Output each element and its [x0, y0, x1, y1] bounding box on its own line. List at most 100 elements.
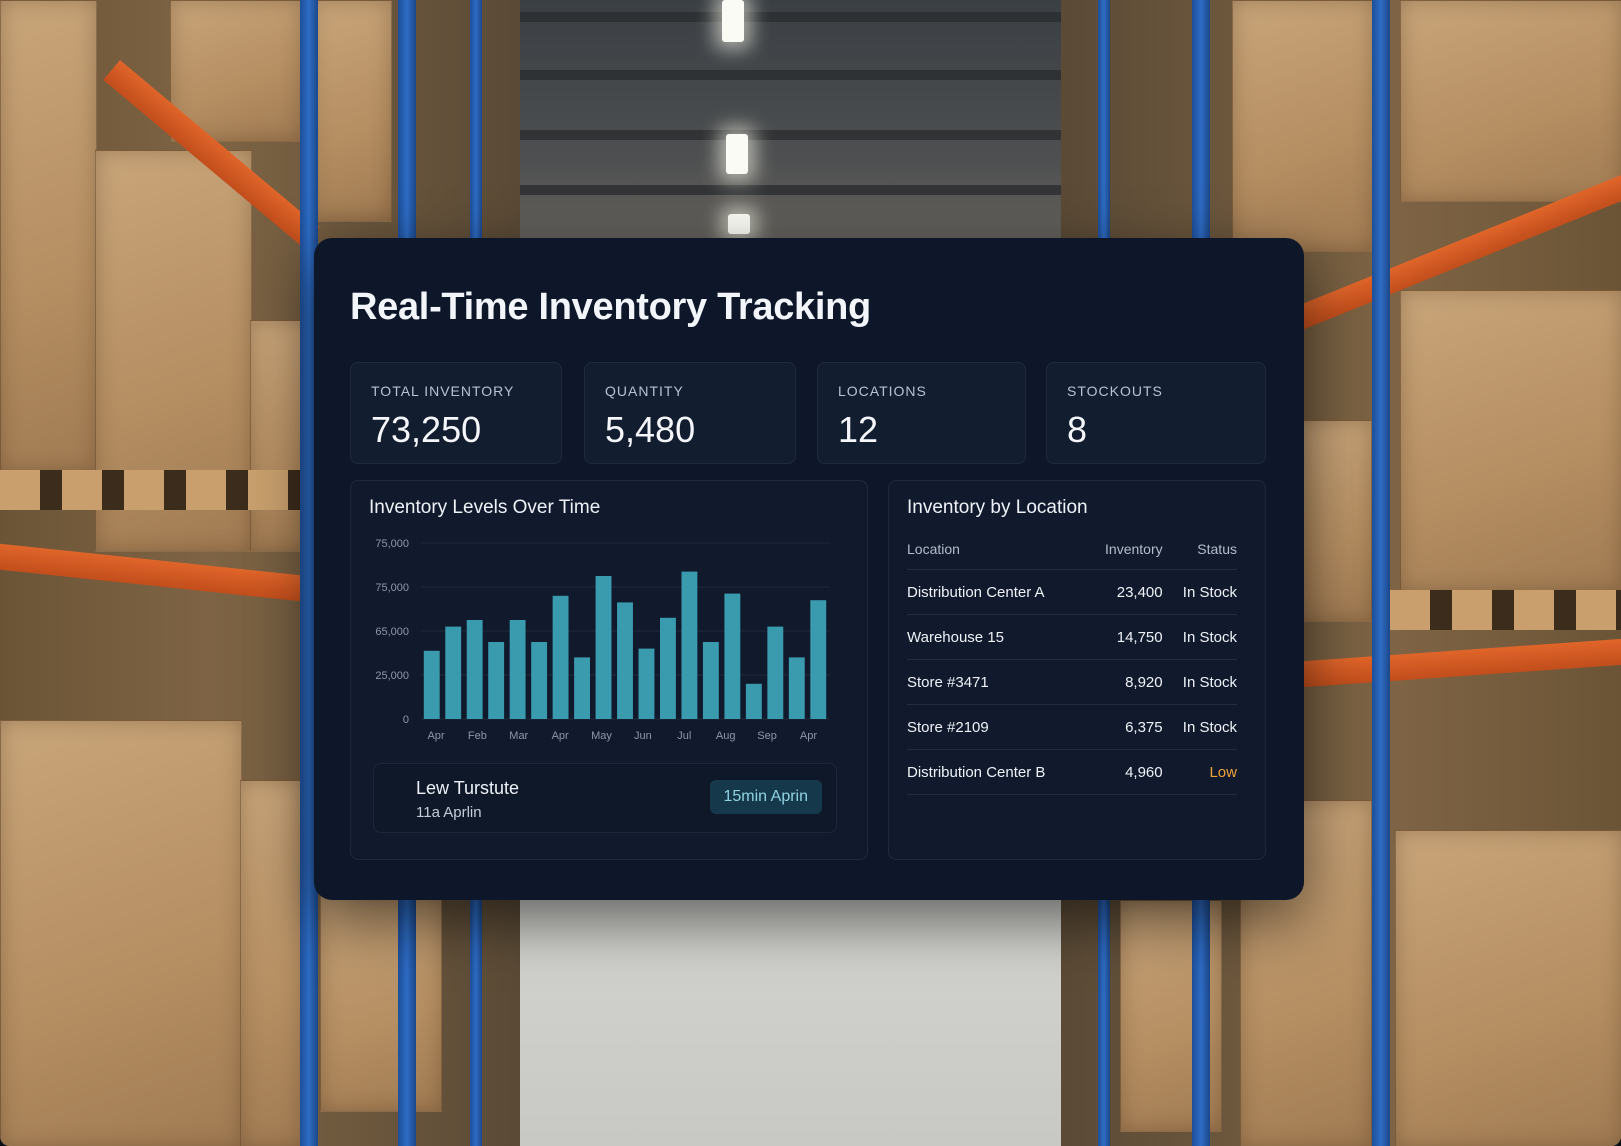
warehouse-aisle [470, 880, 1160, 1146]
cardboard-box [320, 890, 442, 1112]
chart-bar[interactable] [702, 642, 719, 719]
chart-bar[interactable] [552, 595, 569, 719]
y-tick-label: 25,000 [375, 670, 409, 682]
x-tick-label: Mar [509, 730, 528, 742]
stat-card-stockouts[interactable]: STOCKOUTS 8 [1046, 362, 1266, 464]
status-cell: In Stock [1166, 569, 1237, 615]
time-badge[interactable]: 15min Aprin [709, 780, 822, 814]
cardboard-box [1232, 0, 1374, 252]
chart-bar[interactable] [681, 571, 698, 719]
cardboard-box [0, 720, 242, 1146]
blue-upright [1372, 0, 1390, 1146]
y-tick-label: 0 [403, 714, 409, 726]
location-table: Location Inventory Status Distribution C… [907, 533, 1237, 795]
chart-bar[interactable] [445, 626, 462, 719]
pallet [1390, 590, 1621, 630]
y-tick-label: 75,000 [375, 538, 409, 550]
table-title: Inventory by Location [907, 497, 1088, 518]
chart-bar[interactable] [423, 650, 440, 719]
chart-bar[interactable] [788, 657, 805, 719]
stat-card-quantity[interactable]: QUANTITY 5,480 [584, 362, 796, 464]
x-tick-label: Aug [716, 730, 736, 742]
activity-card[interactable]: Lew Turstute 11a Aprlin 15min Aprin [373, 763, 837, 833]
x-tick-label: Apr [800, 730, 817, 742]
dashboard-title: Real-Time Inventory Tracking [350, 286, 871, 328]
chart-bar[interactable] [488, 642, 505, 719]
status-cell: In Stock [1166, 659, 1237, 705]
stat-label: LOCATIONS [838, 383, 927, 399]
location-cell: Distribution Center B [907, 749, 1087, 795]
inventory-dashboard-card: Real-Time Inventory Tracking TOTAL INVEN… [314, 238, 1304, 900]
location-cell: Distribution Center A [907, 569, 1087, 615]
chart-bar[interactable] [724, 593, 741, 719]
chart-bar[interactable] [531, 642, 548, 719]
location-cell: Store #2109 [907, 704, 1087, 750]
chart-bar[interactable] [509, 620, 526, 719]
status-cell: In Stock [1166, 614, 1237, 660]
cardboard-box [1395, 830, 1621, 1146]
person-name: Lew Turstute [416, 778, 520, 798]
stat-value: 12 [838, 409, 879, 450]
location-cell: Warehouse 15 [907, 614, 1087, 660]
cardboard-box [1300, 420, 1372, 622]
pallet [0, 470, 300, 510]
stat-value: 73,250 [371, 409, 482, 450]
x-tick-label: May [591, 730, 612, 742]
stat-card-total-inventory[interactable]: TOTAL INVENTORY 73,250 [350, 362, 562, 464]
cardboard-box [240, 780, 302, 1146]
stat-label: STOCKOUTS [1067, 383, 1163, 399]
chart-bar[interactable] [595, 576, 612, 719]
stat-label: TOTAL INVENTORY [371, 383, 515, 399]
cardboard-box [0, 0, 97, 472]
inventory-cell: 14,750 [1086, 614, 1167, 660]
status-cell-low: Low [1166, 749, 1237, 795]
person-subtitle: 11a Aprlin [416, 804, 482, 821]
ceiling-light [726, 134, 748, 174]
x-tick-label: Sep [757, 730, 777, 742]
stat-value: 8 [1067, 409, 1088, 450]
chart-bar[interactable] [466, 620, 483, 719]
chart-bar[interactable] [810, 600, 827, 719]
inventory-cell: 23,400 [1086, 569, 1167, 615]
chart-bar[interactable] [745, 683, 762, 719]
chart-bar[interactable] [617, 602, 633, 719]
inventory-cell: 8,920 [1086, 659, 1167, 705]
y-tick-label: 65,000 [375, 626, 409, 638]
inventory-cell: 6,375 [1086, 704, 1167, 750]
chart-bar[interactable] [574, 657, 590, 719]
chart-title: Inventory Levels Over Time [369, 497, 601, 518]
stat-value: 5,480 [605, 409, 696, 450]
table-row[interactable]: Distribution Center A 23,400 In Stock [907, 569, 1237, 615]
inventory-levels-chart: 0 25,000 65,000 75,000 75,000 Apr Feb Mar Apr May… [375, 538, 829, 742]
table-row[interactable]: Store #3471 8,920 In Stock [907, 659, 1237, 705]
y-tick-label: 75,000 [375, 582, 409, 594]
table-row[interactable]: Distribution Center B 4,960 Low [907, 749, 1237, 795]
chart-bar[interactable] [638, 648, 655, 719]
location-cell: Store #3471 [907, 659, 1087, 705]
inventory-by-location-panel: Inventory by Location Location Inventory… [888, 480, 1266, 860]
cardboard-box [1400, 290, 1621, 592]
x-tick-label: Jul [677, 730, 691, 742]
x-tick-label: Apr [552, 730, 569, 742]
table-row[interactable]: Store #2109 6,375 In Stock [907, 704, 1237, 750]
cardboard-box [310, 0, 392, 222]
ceiling-light [728, 214, 750, 234]
stat-label: QUANTITY [605, 383, 684, 399]
cardboard-box [1400, 0, 1621, 202]
column-header-status[interactable]: Status [1166, 533, 1237, 570]
column-header-inventory[interactable]: Inventory [1086, 533, 1167, 570]
stat-card-locations[interactable]: LOCATIONS 12 [817, 362, 1026, 464]
x-tick-label: Feb [468, 730, 487, 742]
column-header-location[interactable]: Location [907, 533, 1087, 570]
ceiling-light [722, 0, 744, 42]
ceiling-beam [380, 70, 1080, 80]
ceiling-beam [380, 185, 1080, 195]
x-tick-label: Apr [427, 730, 444, 742]
inventory-levels-panel: Inventory Levels Over Time 0 25,000 65,000… [350, 480, 868, 860]
x-tick-label: Jun [634, 730, 652, 742]
table-header-row: Location Inventory Status [907, 533, 1237, 570]
chart-bar[interactable] [767, 626, 784, 719]
table-row[interactable]: Warehouse 15 14,750 In Stock [907, 614, 1237, 660]
chart-bar[interactable] [660, 617, 676, 719]
